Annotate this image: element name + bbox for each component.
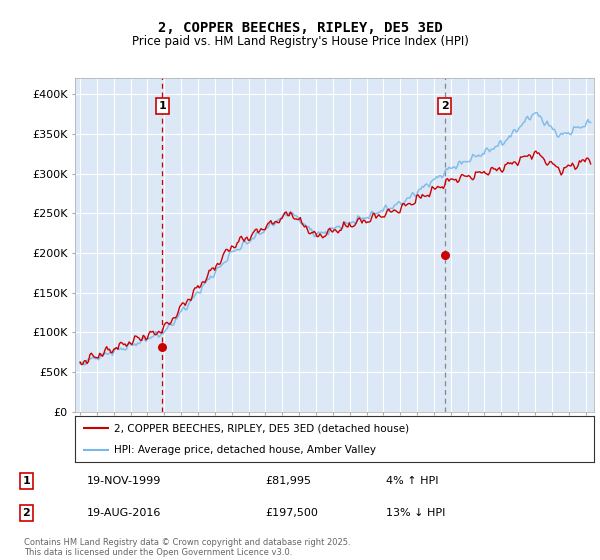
Text: £81,995: £81,995: [265, 476, 311, 486]
Text: HPI: Average price, detached house, Amber Valley: HPI: Average price, detached house, Ambe…: [114, 445, 376, 455]
Point: [440, 250, 449, 259]
Text: £197,500: £197,500: [265, 508, 319, 518]
Text: 1: 1: [23, 476, 30, 486]
Text: 19-NOV-1999: 19-NOV-1999: [87, 476, 161, 486]
Text: 2: 2: [23, 508, 30, 518]
Text: Price paid vs. HM Land Registry's House Price Index (HPI): Price paid vs. HM Land Registry's House …: [131, 35, 469, 48]
Point: [157, 342, 167, 351]
Text: 2, COPPER BEECHES, RIPLEY, DE5 3ED: 2, COPPER BEECHES, RIPLEY, DE5 3ED: [158, 21, 442, 35]
Text: 2, COPPER BEECHES, RIPLEY, DE5 3ED (detached house): 2, COPPER BEECHES, RIPLEY, DE5 3ED (deta…: [114, 423, 409, 433]
Text: 13% ↓ HPI: 13% ↓ HPI: [386, 508, 446, 518]
Text: 2: 2: [440, 101, 448, 111]
Text: 19-AUG-2016: 19-AUG-2016: [87, 508, 161, 518]
Text: 1: 1: [158, 101, 166, 111]
Text: 4% ↑ HPI: 4% ↑ HPI: [386, 476, 439, 486]
Text: Contains HM Land Registry data © Crown copyright and database right 2025.
This d: Contains HM Land Registry data © Crown c…: [24, 538, 350, 557]
